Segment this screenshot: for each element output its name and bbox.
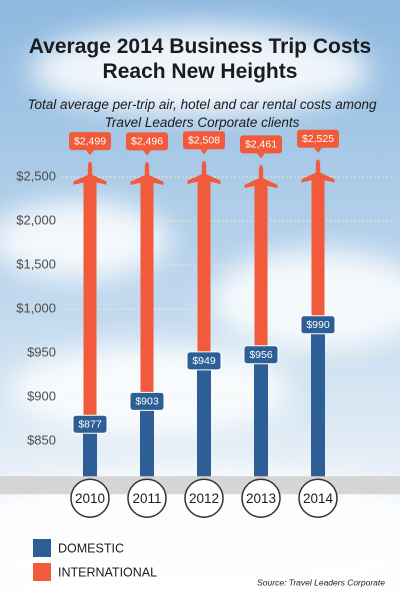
chart-subtitle: Total average per-trip air, hotel and ca… bbox=[27, 97, 377, 130]
x-tick-label: 2013 bbox=[246, 491, 276, 506]
y-tick-label: $1,500 bbox=[16, 256, 56, 271]
value-label: $949 bbox=[192, 355, 216, 367]
value-label: $877 bbox=[78, 419, 102, 431]
value-label-pointer bbox=[143, 150, 151, 156]
legend-label: INTERNATIONAL bbox=[58, 565, 157, 579]
y-tick-label: $850 bbox=[27, 432, 56, 447]
category-circle bbox=[70, 478, 110, 518]
airplane-icon bbox=[187, 160, 221, 193]
value-label-box bbox=[186, 351, 222, 371]
airplane-icon bbox=[73, 161, 107, 194]
y-tick-label: $2,000 bbox=[16, 212, 56, 227]
value-label-box bbox=[297, 129, 339, 148]
y-tick-label: $900 bbox=[27, 388, 56, 403]
value-label: $956 bbox=[249, 349, 273, 361]
category-circle bbox=[241, 478, 281, 518]
x-tick-label: 2012 bbox=[189, 491, 219, 506]
x-tick-label: 2011 bbox=[132, 491, 161, 506]
y-tick-label: $950 bbox=[27, 344, 56, 359]
airplane-icon bbox=[244, 165, 278, 197]
value-label: $990 bbox=[306, 319, 330, 331]
value-label-box bbox=[129, 391, 165, 411]
y-tick-label: $1,000 bbox=[16, 300, 56, 315]
value-label-box bbox=[69, 132, 111, 151]
value-label-box bbox=[240, 135, 282, 154]
value-label-pointer bbox=[257, 153, 265, 159]
legend-swatch bbox=[33, 563, 51, 581]
value-label-pointer bbox=[200, 149, 208, 155]
value-label-pointer bbox=[314, 147, 322, 153]
value-label-box bbox=[72, 414, 108, 434]
bar bbox=[311, 317, 325, 477]
bar bbox=[83, 177, 97, 477]
airplane-icon bbox=[301, 159, 335, 192]
value-label: $903 bbox=[135, 396, 159, 408]
chart-title: Average 2014 Business Trip Costs Reach N… bbox=[28, 35, 372, 83]
value-label: $2,461 bbox=[245, 139, 277, 151]
value-label-box bbox=[126, 132, 168, 151]
category-circle bbox=[127, 478, 167, 518]
plot-area: $850 $900 $950 $1,000 $1,500 $2,000 $2,500 $2,4… bbox=[0, 129, 400, 587]
source-note: Source: Travel Leaders Corporate bbox=[257, 577, 385, 587]
value-label-pointer bbox=[86, 150, 94, 156]
value-label: $2,499 bbox=[74, 135, 106, 147]
value-label: $2,525 bbox=[302, 133, 334, 145]
x-tick-label: 2014 bbox=[303, 491, 334, 506]
bar bbox=[140, 394, 154, 477]
x-tick-label: 2010 bbox=[75, 491, 105, 506]
value-label-box bbox=[243, 345, 279, 365]
airplane-icon bbox=[130, 161, 164, 194]
bar bbox=[254, 347, 268, 477]
category-circle bbox=[184, 478, 224, 518]
value-label: $2,508 bbox=[188, 135, 220, 147]
value-label-box bbox=[183, 131, 225, 150]
legend-label: DOMESTIC bbox=[58, 541, 124, 555]
y-tick-label: $2,500 bbox=[16, 168, 56, 183]
category-circle bbox=[298, 478, 338, 518]
value-label-box bbox=[300, 315, 336, 335]
bar bbox=[197, 353, 211, 477]
value-label: $2,496 bbox=[131, 136, 163, 148]
legend-swatch bbox=[33, 539, 51, 557]
